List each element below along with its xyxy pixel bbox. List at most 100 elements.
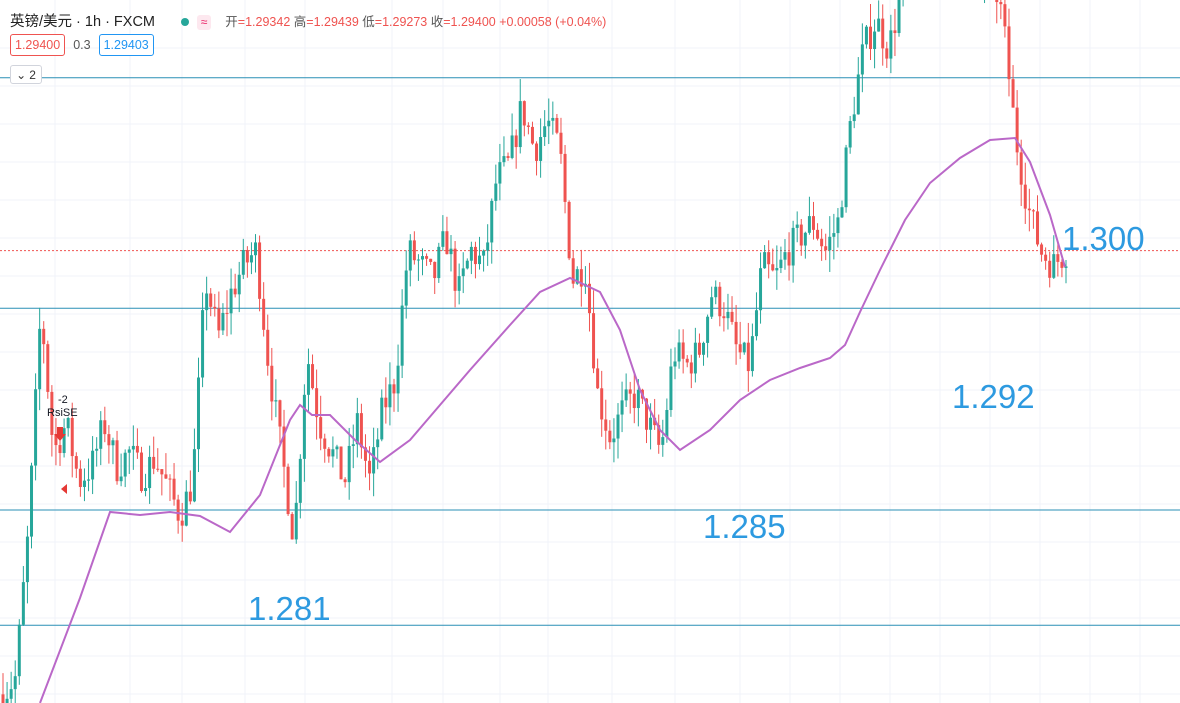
candle-body [380, 397, 384, 440]
indicators-toggle-button[interactable]: ⌄ 2 [10, 65, 42, 84]
candle-body [156, 468, 160, 470]
candle-body [852, 114, 856, 122]
candle-body [824, 246, 828, 251]
candle-body [351, 444, 355, 446]
candle-body [820, 238, 824, 247]
candle-body [241, 249, 245, 275]
candle-body [478, 255, 482, 265]
symbol-title[interactable]: 英镑/美元 · 1h · FXCM [10, 14, 156, 30]
candle-body [249, 255, 253, 263]
candle-body [323, 438, 327, 449]
candle-body [1060, 261, 1064, 268]
level-label: 1.292 [952, 378, 1035, 415]
candle-body [25, 536, 29, 583]
candle-body [135, 445, 139, 453]
candle-body [873, 31, 877, 50]
candle-body [665, 409, 669, 438]
candle-body [412, 240, 416, 261]
candle-body [693, 342, 697, 374]
candle-body [209, 293, 213, 307]
candle-body [343, 479, 347, 483]
candle-body [1, 694, 5, 703]
candle-body [535, 143, 539, 161]
candle-body [1056, 254, 1060, 262]
candle-body [750, 336, 754, 372]
candle-body [563, 153, 567, 202]
candle-body [363, 447, 367, 461]
candle-body [473, 246, 477, 265]
candle-body [461, 268, 465, 277]
sell-button[interactable]: 1.29400 [10, 34, 66, 56]
candle-body [600, 388, 604, 420]
candle-body [392, 384, 396, 394]
wave-icon[interactable]: ≈ [196, 14, 212, 30]
signal-value: -2 [58, 394, 68, 406]
candle-body [388, 384, 392, 408]
candle-body [877, 18, 881, 32]
candle-body [274, 400, 278, 402]
candle-body [795, 224, 799, 228]
candle-body [636, 389, 640, 409]
candle-body [294, 502, 298, 540]
candle-body [783, 252, 787, 260]
candle-body [624, 389, 628, 401]
candle-body [498, 162, 502, 184]
candle-body [453, 248, 457, 291]
candle-body [400, 305, 404, 366]
candle-body [742, 342, 746, 353]
candle-body [254, 242, 258, 256]
candle-body [42, 328, 46, 345]
market-status-icon [180, 18, 189, 27]
candle-body [571, 258, 575, 284]
candle-body [869, 26, 873, 50]
indicators-count: 2 [29, 67, 36, 82]
signal-triangle-icon [61, 484, 67, 494]
candle-body [608, 430, 612, 443]
signal-arrow-icon [54, 427, 66, 441]
candle-body [1044, 254, 1048, 261]
candle-body [811, 216, 815, 230]
candle-body [315, 388, 319, 418]
signal-label: RsiSE [47, 407, 78, 419]
candle-body [486, 242, 490, 251]
candle-body [844, 147, 848, 208]
candle-body [331, 449, 335, 457]
candle-body [87, 479, 91, 481]
candle-body [408, 240, 412, 271]
candle-body [221, 312, 225, 331]
candle-body [681, 342, 685, 359]
candle-body [30, 465, 34, 537]
candle-body [860, 44, 864, 75]
candle-body [522, 101, 526, 126]
candle-body [767, 252, 771, 265]
candle-body [339, 446, 343, 480]
candle-body [384, 397, 388, 408]
candle-body [1035, 211, 1039, 245]
candle-body [188, 491, 192, 502]
candle-body [897, 0, 901, 34]
candle-body [404, 270, 408, 306]
candle-body [449, 248, 453, 255]
candle-body [746, 342, 750, 372]
candle-body [702, 342, 706, 355]
candle-body [233, 288, 237, 295]
candle-body [1052, 254, 1056, 278]
candle-body [539, 137, 543, 161]
candle-body [828, 236, 832, 251]
candle-body [196, 377, 200, 450]
candle-body [54, 434, 58, 446]
candle-body [718, 286, 722, 317]
candle-body [229, 288, 233, 314]
candle-body [131, 445, 135, 450]
candle-body [144, 488, 148, 491]
candle-body [1027, 208, 1031, 211]
candle-body [620, 400, 624, 415]
candle-body [1031, 210, 1035, 212]
candle-body [258, 242, 262, 299]
buy-button[interactable]: 1.29403 [98, 34, 154, 56]
candle-body [192, 449, 196, 502]
change-value: +0.00058 (+0.04%) [499, 15, 607, 29]
level-label: 1.300 [1062, 220, 1145, 257]
candle-body [298, 458, 302, 503]
